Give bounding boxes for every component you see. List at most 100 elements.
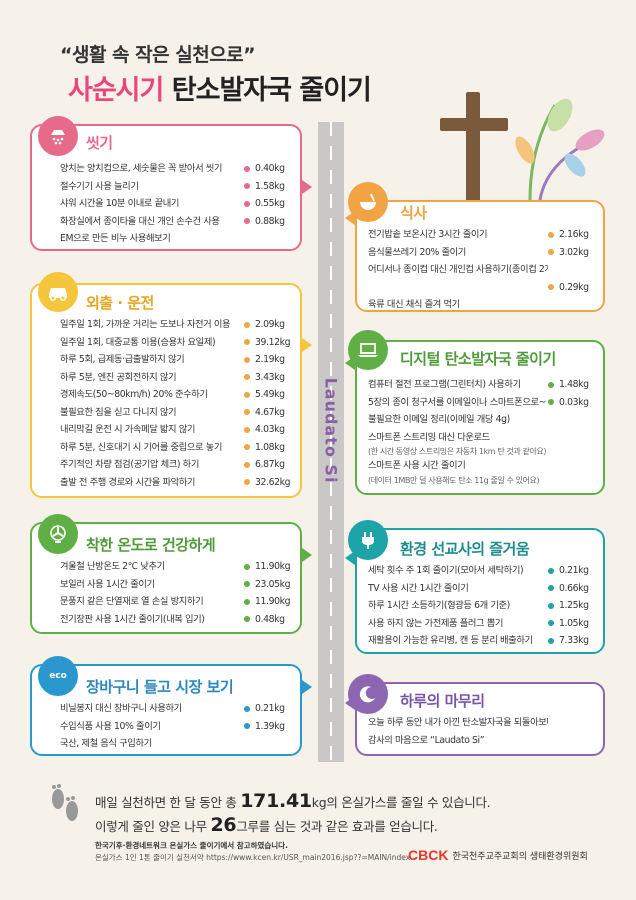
temp-item-dot	[244, 616, 250, 623]
mission-item-value-cell: 7.33kg	[548, 632, 600, 650]
temp-item: 겨울철 난방온도 2℃ 낮추기 11.90kg	[60, 558, 296, 576]
drive-title: 외출 · 운전	[86, 294, 154, 312]
drive-list: 일주일 1회, 가까운 거리는 도보나 자전거 이용 2.09kg 일주일 1회, …	[60, 316, 296, 491]
drive-item-dot	[244, 444, 250, 451]
meal-item: 전기밥솥 보온시간 3시간 줄이기 2.16kg	[368, 226, 600, 244]
temp-pointer	[302, 548, 312, 562]
wash-item-dot	[244, 200, 250, 207]
meal-item-text: 음식물쓰레기 20% 줄이기	[368, 246, 466, 258]
meal-list: 전기밥솥 보온시간 3시간 줄이기 2.16kg 음식물쓰레기 20% 줄이기 3.0…	[368, 226, 600, 314]
meal-item-value: 2.16kg	[559, 229, 589, 240]
mission-item-value-cell: 0.66kg	[548, 580, 600, 598]
drive-item-value: 1.08kg	[255, 441, 285, 453]
wash-item-dot	[244, 165, 250, 172]
digital-item-text: 스마트폰 사용 시간 줄이기 (데이터 1MB만 덜 사용해도 탄소 11g 줄일…	[368, 457, 548, 486]
finish-title: 하루의 마무리	[400, 692, 485, 710]
wash-item-text: 샤워 시간을 10분 이내로 끝내기	[60, 198, 180, 209]
temp-item-dot	[244, 581, 250, 588]
car-icon	[38, 272, 78, 312]
section-finish	[355, 682, 605, 756]
header-subtitle: “생활 속 작은 실천으로”	[60, 44, 256, 66]
drive-item-dot	[244, 321, 250, 328]
drive-item-value: 2.09kg	[255, 319, 285, 330]
publisher: CBCK 한국천주교주교회의 생태환경위원회	[408, 847, 588, 863]
digital-item: 불필요한 이메일 정리(이메일 개당 4g)	[368, 411, 600, 429]
mission-item-value: 0.21kg	[559, 565, 589, 576]
digital-item-value-cell: 0.03kg	[548, 394, 600, 412]
summary-total: 171.41	[240, 790, 312, 812]
wash-item: EM으로 만든 비누 사용해보기	[60, 230, 296, 248]
wash-item-text: 화장실에서 종이타올 대신 개인 손수건 사용	[60, 215, 220, 227]
drive-item-text: 하루 5분, 엔진 공회전하지 않기	[60, 371, 177, 383]
wash-item: 화장실에서 종이타올 대신 개인 손수건 사용 0.88kg	[60, 213, 296, 231]
wash-list: 양치는 양치컵으로, 세숫물은 꼭 받아서 씻기 0.40kg 절수기기 사용 늘리…	[60, 160, 296, 248]
mission-item-value: 1.25kg	[559, 600, 589, 611]
temp-item-value-cell: 11.90kg	[244, 558, 296, 576]
temp-item-text: 문풍지 같은 단열재로 열 손실 방지하기	[60, 596, 204, 607]
temp-item: 전기장판 사용 1시간 줄이기(내복 입기) 0.48kg	[60, 611, 296, 629]
digital-list: 컴퓨터 절전 프로그램(그린터치) 사용하기 1.48kg 5장의 종이 청구서를 …	[368, 376, 600, 486]
meal-item-text: 전기밥솥 보온시간 3시간 줄이기	[368, 229, 488, 240]
publisher-name: 한국천주교주교회의 생태환경위원회	[452, 851, 588, 862]
road-label: Laudato Si	[321, 377, 341, 483]
drive-item: 출발 전 주행 경로와 시간을 파악하기 32.62kg	[60, 474, 296, 492]
digital-title: 디지털 탄소발자국 줄이기	[400, 350, 556, 368]
summary-line1: 매일 실천하면 한 달 동안 총 171.41kg의 온실가스를 줄일 수 있습…	[95, 790, 491, 812]
drive-item-value-cell: 5.49kg	[244, 386, 296, 404]
drive-item-value-cell: 2.19kg	[244, 351, 296, 369]
drive-item-value: 2.19kg	[255, 354, 285, 365]
drive-item: 일주일 1회, 가까운 거리는 도보나 자전거 이용 2.09kg	[60, 316, 296, 334]
temp-title: 착한 온도로 건강하게	[86, 536, 216, 554]
mission-item-value-cell: 1.25kg	[548, 597, 600, 615]
drive-item-value-cell: 32.62kg	[244, 474, 296, 492]
temp-item-value: 23.05kg	[255, 578, 291, 590]
meal-title: 식사	[400, 204, 427, 222]
meal-item: 음식물쓰레기 20% 줄이기 3.02kg	[368, 244, 600, 262]
mission-item-value: 1.05kg	[559, 617, 589, 629]
digital-item-dot	[548, 381, 554, 388]
cross-bar	[440, 118, 508, 131]
drive-item-text: 하루 5회, 급제동·급출발하지 않기	[60, 354, 185, 365]
drive-item: 하루 5회, 급제동·급출발하지 않기 2.19kg	[60, 351, 296, 369]
wash-title: 씻기	[86, 134, 113, 152]
digital-item-text: 불필요한 이메일 정리(이메일 개당 4g)	[368, 414, 510, 425]
drive-item-value: 4.03kg	[255, 424, 285, 435]
drive-item: 주기적인 차량 점검(공기압 체크) 하기 6.87kg	[60, 456, 296, 474]
wash-item-dot	[244, 218, 250, 225]
drive-item-dot	[244, 339, 250, 346]
temp-item-value-cell: 23.05kg	[244, 576, 296, 594]
road-centerline	[330, 122, 332, 762]
mission-item-dot	[548, 637, 554, 644]
mission-item-text: 하루 1시간 소등하기(형광등 6개 기준)	[368, 600, 510, 611]
title-pink: 사순시기	[68, 75, 164, 106]
meal-item-text: 육류 대신 채식 즐겨 먹기	[368, 299, 460, 310]
mission-pointer	[345, 551, 355, 565]
drive-item-text: 일주일 1회, 가까운 거리는 도보나 자전거 이용	[60, 319, 231, 330]
meal-item-value-cell: 3.02kg	[548, 244, 600, 262]
page-title: 사순시기 탄소발자국 줄이기	[68, 68, 372, 107]
drive-item-value-cell: 4.67kg	[244, 404, 296, 422]
digital-item: 컴퓨터 절전 프로그램(그린터치) 사용하기 1.48kg	[368, 376, 600, 394]
drive-item-dot	[244, 356, 250, 363]
drive-item-text: 내리막길 운전 시 가속페달 밟지 않기	[60, 424, 196, 435]
temp-item-value-cell: 11.90kg	[244, 593, 296, 611]
temp-item-value: 11.90kg	[255, 561, 291, 572]
shopping-item-text: 수입식품 사용 10% 줄이기	[60, 720, 161, 732]
drive-item-value: 4.67kg	[255, 406, 285, 418]
shopping-item-value: 1.39kg	[255, 720, 285, 732]
wash-item: 양치는 양치컵으로, 세숫물은 꼭 받아서 씻기 0.40kg	[60, 160, 296, 178]
mission-item: 세탁 횟수 주 1회 줄이기(모아서 세탁하기) 0.21kg	[368, 562, 600, 580]
wash-item: 샤워 시간을 10분 이내로 끝내기 0.55kg	[60, 195, 296, 213]
shopping-pointer	[302, 680, 312, 694]
temp-item-dot	[244, 563, 250, 570]
digital-item-note: (데이터 1MB만 덜 사용해도 탄소 11g 줄일 수 있어요)	[368, 475, 540, 485]
mission-item: TV 사용 시간 1시간 줄이기 0.66kg	[368, 580, 600, 598]
drive-item: 경제속도(50~80km/h) 20% 준수하기 5.49kg	[60, 386, 296, 404]
drive-item: 하루 5분, 엔진 공회전하지 않기 3.43kg	[60, 369, 296, 387]
cbck-logo: CBCK	[408, 847, 449, 863]
meal-item-text: 어디서나 종이컵 대신 개인컵 사용하기(종이컵 2개 기준)	[368, 264, 548, 275]
drive-item-value: 6.87kg	[255, 459, 285, 470]
digital-item: 스마트폰 사용 시간 줄이기 (데이터 1MB만 덜 사용해도 탄소 11g 줄일…	[368, 457, 600, 486]
drive-item-value-cell: 6.87kg	[244, 456, 296, 474]
mission-item: 재활용이 가능한 유리병, 캔 등 분리 배출하기 7.33kg	[368, 632, 600, 650]
